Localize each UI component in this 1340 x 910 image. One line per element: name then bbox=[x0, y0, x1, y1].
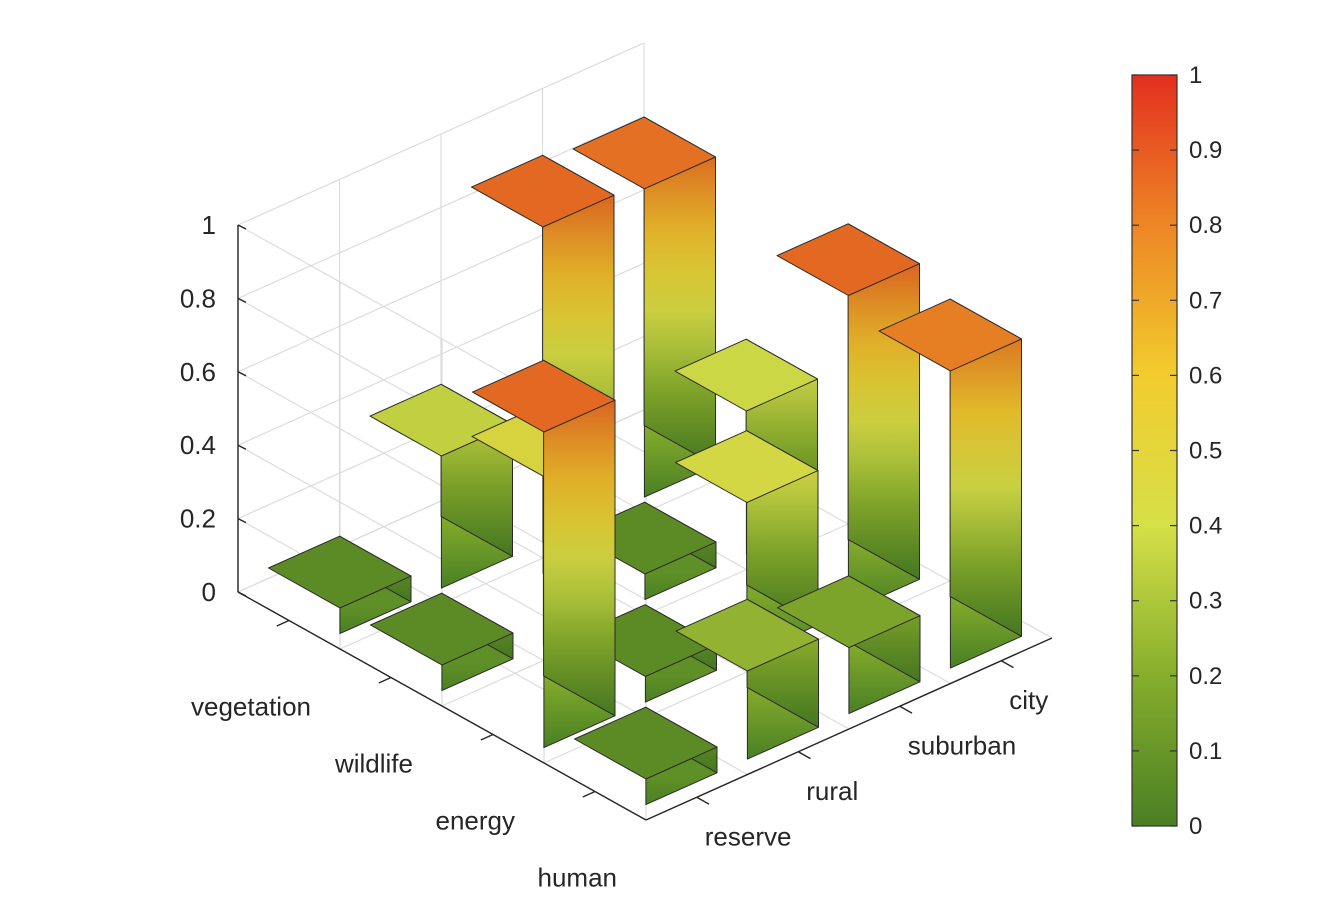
bar-human-rural bbox=[675, 598, 819, 760]
bar-top-face bbox=[268, 535, 412, 609]
colorbar-label-5: 0.5 bbox=[1189, 438, 1222, 465]
row-label-human: human bbox=[538, 863, 618, 893]
colorbar: 0 0.1 0.2 0.3 0.4 0.5 0.6 0.7 0.8 0.9 1 bbox=[1131, 62, 1222, 840]
bar-top-face bbox=[574, 706, 718, 780]
row-axis-line bbox=[237, 591, 647, 821]
z-tick-label-4: 0.8 bbox=[180, 283, 216, 313]
z-tick-mark bbox=[237, 591, 247, 597]
bar-human-suburban bbox=[777, 575, 921, 715]
colorbar-label-3: 0.3 bbox=[1189, 588, 1222, 615]
column-tick-mark bbox=[696, 796, 710, 805]
colorbar-label-4: 0.4 bbox=[1189, 513, 1222, 540]
column-label-city: city bbox=[1009, 685, 1048, 715]
colorbar-label-8: 0.8 bbox=[1189, 212, 1222, 239]
row-tick-mark bbox=[480, 733, 494, 741]
z-tick-label-2: 0.4 bbox=[180, 430, 216, 460]
bar-top-face bbox=[572, 116, 716, 190]
colorbar-label-6: 0.6 bbox=[1189, 362, 1222, 389]
z-tick-mark bbox=[237, 444, 247, 450]
column-label-rural: rural bbox=[806, 776, 858, 806]
colorbar-label-2: 0.2 bbox=[1189, 663, 1222, 690]
z-tick-mark bbox=[237, 371, 247, 377]
bar-human-reserve bbox=[574, 706, 718, 806]
column-label-reserve: reserve bbox=[705, 821, 792, 851]
row-tick-mark bbox=[378, 676, 392, 684]
z-tick-label-5: 1 bbox=[202, 210, 216, 240]
column-tick-mark bbox=[797, 751, 811, 760]
colorbar-label-7: 0.7 bbox=[1189, 287, 1222, 314]
bar-wildlife-reserve bbox=[370, 592, 514, 692]
row-label-wildlife: wildlife bbox=[334, 749, 413, 779]
bar-top-face bbox=[471, 154, 615, 228]
z-tick-label-3: 0.6 bbox=[180, 357, 216, 387]
column-label-suburban: suburban bbox=[908, 730, 1016, 760]
row-tick-mark bbox=[276, 619, 290, 627]
axis-layer bbox=[237, 224, 1053, 821]
colorbar-label-10: 1 bbox=[1189, 62, 1202, 89]
bars-layer bbox=[268, 116, 1022, 806]
colorbar-gradient bbox=[1131, 74, 1178, 827]
bar-human-city bbox=[878, 298, 1022, 669]
bar-top-face bbox=[370, 592, 514, 666]
bar-energy-reserve bbox=[472, 359, 616, 749]
bar-top-face bbox=[777, 575, 921, 649]
z-tick-label-0: 0 bbox=[202, 577, 216, 607]
z-tick-mark bbox=[237, 224, 247, 230]
colorbar-label-1: 0.1 bbox=[1189, 738, 1222, 765]
bar-top-face bbox=[675, 430, 819, 503]
row-tick-mark bbox=[582, 790, 596, 798]
bar-vegetation-rural bbox=[369, 383, 513, 589]
row-label-energy: energy bbox=[436, 806, 516, 836]
bar-top-face bbox=[472, 359, 616, 433]
z-tick-mark bbox=[237, 517, 247, 524]
row-label-vegetation: vegetation bbox=[191, 692, 311, 722]
bar-vegetation-reserve bbox=[268, 535, 412, 635]
colorbar-label-9: 0.9 bbox=[1189, 137, 1222, 164]
column-tick-mark bbox=[1000, 660, 1014, 669]
bar-top-face bbox=[675, 598, 819, 672]
bar-top-face bbox=[878, 298, 1022, 372]
colorbar-ticks: 0 0.1 0.2 0.3 0.4 0.5 0.6 0.7 0.8 0.9 1 bbox=[1132, 62, 1222, 840]
z-tick-mark bbox=[237, 297, 247, 304]
z-tick-label-1: 0.2 bbox=[180, 504, 216, 534]
bar-top-face bbox=[674, 338, 818, 412]
column-tick-mark bbox=[899, 705, 913, 714]
labels-layer: 0 0.2 0.4 0.6 0.8 1 vegetation wildlife energy hu… bbox=[180, 210, 1048, 893]
bar-top-face bbox=[776, 223, 920, 296]
colorbar-label-0: 0 bbox=[1189, 813, 1202, 840]
bar-energy-city bbox=[776, 223, 920, 612]
column-axis-line bbox=[645, 637, 1053, 821]
